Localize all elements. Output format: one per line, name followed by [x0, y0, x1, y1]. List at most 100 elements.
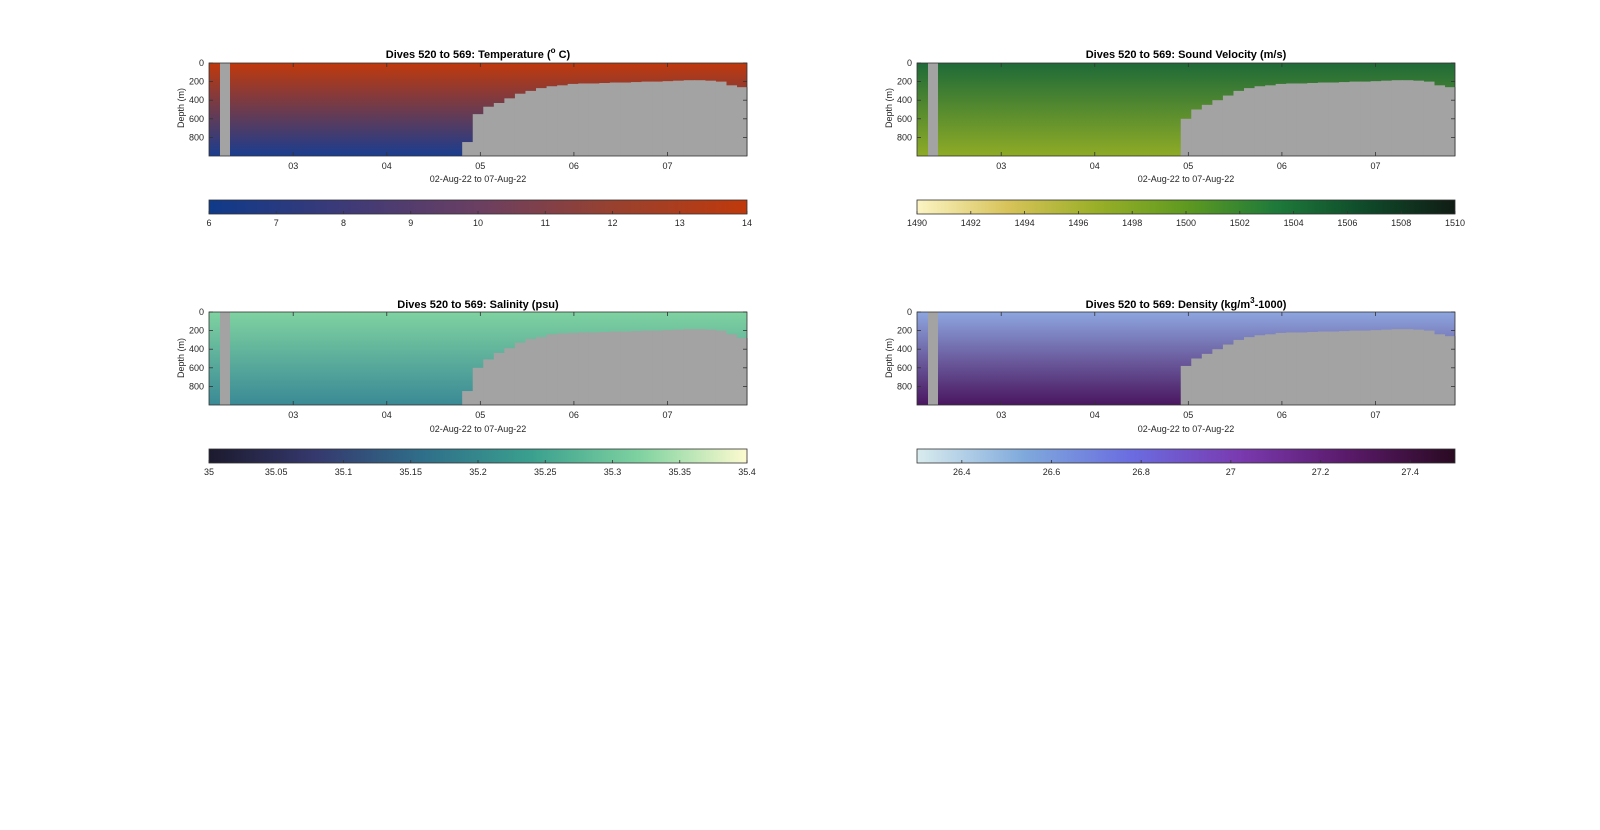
no-data-cell	[1307, 332, 1319, 405]
x-axis-label: 02-Aug-22 to 07-Aug-22	[430, 174, 527, 184]
no-data-cell	[588, 83, 600, 156]
x-tick-label: 03	[996, 410, 1006, 420]
no-data-cell	[694, 329, 706, 405]
no-data-cell	[514, 93, 527, 156]
panel-title: Dives 520 to 569: Density (kg/m3-1000)	[1086, 296, 1287, 311]
colorbar-tick-label: 10	[473, 218, 483, 228]
no-data-cell	[557, 333, 569, 405]
no-data-cell	[1191, 109, 1203, 156]
no-data-cell	[704, 329, 716, 405]
no-data-cell	[620, 82, 632, 156]
colorbar-tick-label: 1498	[1122, 218, 1142, 228]
x-tick-label: 03	[288, 161, 298, 171]
no-data-cell	[630, 82, 643, 156]
x-tick-label: 04	[1090, 410, 1100, 420]
panel-title: Dives 520 to 569: Sound Velocity (m/s)	[1086, 49, 1287, 61]
no-data-cell	[1444, 87, 1456, 156]
y-axis-label: Depth (m)	[176, 88, 186, 128]
y-tick-label: 0	[199, 307, 204, 317]
y-tick-label: 200	[189, 326, 204, 336]
no-data-cell	[567, 332, 579, 405]
no-data-cell	[1265, 85, 1277, 156]
colorbar-tick-label: 6	[206, 218, 211, 228]
colorbar-tick-label: 26.8	[1132, 467, 1150, 477]
colorbar-tick-label: 1492	[961, 218, 981, 228]
panel-title: Dives 520 to 569: Salinity (psu)	[397, 299, 559, 311]
no-data-cell	[1233, 90, 1245, 156]
y-tick-label: 400	[897, 344, 912, 354]
colorbar-tick-label: 1504	[1284, 218, 1304, 228]
y-axis-label: Depth (m)	[176, 338, 186, 378]
no-data-cell	[1254, 86, 1266, 156]
x-tick-label: 03	[996, 161, 1006, 171]
no-data-cell	[673, 329, 685, 405]
no-data-cell	[578, 83, 590, 156]
no-data-cell	[652, 81, 664, 156]
no-data-cell	[1349, 81, 1361, 156]
no-data-cell	[493, 352, 505, 405]
no-data-cell	[1349, 330, 1361, 405]
x-tick-label: 06	[1277, 410, 1287, 420]
no-data-cell	[641, 330, 653, 405]
no-data-cell	[683, 80, 695, 156]
no-data-gap	[220, 63, 230, 156]
no-data-cell	[472, 367, 484, 405]
colorbar-tick-label: 9	[408, 218, 413, 228]
x-tick-label: 06	[1277, 161, 1287, 171]
no-data-cell	[462, 142, 474, 156]
no-data-cell	[514, 342, 527, 405]
colorbar-tick-label: 35	[204, 467, 214, 477]
no-data-cell	[1275, 332, 1287, 405]
no-data-cell	[1286, 83, 1298, 156]
x-tick-label: 04	[382, 410, 392, 420]
y-tick-label: 200	[897, 326, 912, 336]
y-tick-label: 200	[189, 77, 204, 87]
no-data-cell	[1212, 100, 1224, 156]
y-axis-label: Depth (m)	[884, 88, 894, 128]
panel-title: Dives 520 to 569: Temperature (o C)	[386, 46, 571, 61]
no-data-cell	[662, 81, 674, 156]
plot-frame	[208, 311, 748, 406]
no-data-cell	[715, 81, 727, 156]
no-data-cell	[1244, 337, 1256, 405]
no-data-cell	[1412, 329, 1424, 405]
no-data-cell	[609, 331, 622, 405]
colorbar-tick-label: 1494	[1015, 218, 1035, 228]
colorbar-tick-label: 1500	[1176, 218, 1196, 228]
no-data-cell	[525, 90, 537, 156]
y-tick-label: 0	[907, 307, 912, 317]
x-axis-label: 02-Aug-22 to 07-Aug-22	[1138, 424, 1235, 434]
colorbar-tick-label: 35.4	[738, 467, 756, 477]
no-data-cell	[725, 334, 738, 405]
no-data-cell	[715, 330, 727, 405]
no-data-cell	[1338, 82, 1351, 156]
colorbar-tick-label: 1490	[907, 218, 927, 228]
no-data-cell	[694, 80, 706, 156]
plot-frame	[916, 311, 1456, 406]
no-data-cell	[1296, 83, 1308, 156]
no-data-cell	[1180, 118, 1192, 156]
no-data-gap	[220, 312, 230, 405]
no-data-cell	[504, 98, 516, 156]
colorbar-tick-label: 35.2	[469, 467, 487, 477]
colorbar-tick-label: 35.15	[399, 467, 422, 477]
y-axis-label: Depth (m)	[884, 338, 894, 378]
no-data-cell	[662, 330, 674, 405]
y-tick-label: 200	[897, 77, 912, 87]
x-tick-label: 07	[1370, 161, 1380, 171]
no-data-cell	[736, 338, 748, 405]
no-data-cell	[609, 82, 622, 156]
y-tick-label: 600	[897, 363, 912, 373]
no-data-cell	[1381, 80, 1393, 156]
no-data-cell	[1423, 81, 1435, 156]
no-data-cell	[1360, 330, 1372, 405]
no-data-cell	[652, 330, 664, 405]
no-data-cell	[567, 83, 579, 156]
colorbar-tick-label: 27.4	[1401, 467, 1419, 477]
x-tick-label: 05	[475, 410, 485, 420]
colorbar-tick-label: 11	[541, 218, 550, 228]
no-data-cell	[630, 331, 643, 405]
y-tick-label: 400	[189, 95, 204, 105]
no-data-cell	[599, 332, 611, 405]
